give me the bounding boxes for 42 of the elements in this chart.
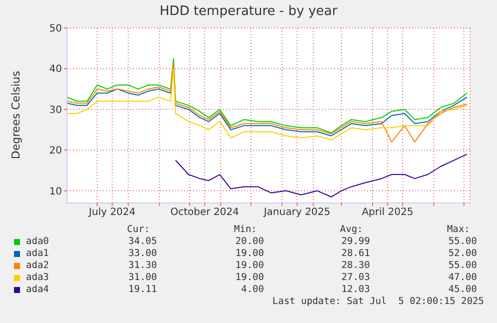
- legend-label: ada1: [26, 248, 49, 259]
- legend-label: ada2: [26, 260, 49, 271]
- text: 34.05: [127, 236, 157, 247]
- text: 29.99: [340, 236, 370, 247]
- text: 31.00: [127, 272, 157, 283]
- text: 20.00: [234, 236, 264, 247]
- y-tick-label: 30: [49, 104, 62, 116]
- legend-label: ada3: [26, 272, 49, 283]
- y-tick-label: 50: [49, 24, 62, 35]
- line-series: [175, 154, 468, 198]
- text: 12.03: [340, 284, 370, 295]
- text: 19.00: [234, 260, 264, 271]
- text: Avg:: [340, 224, 363, 235]
- x-tick-label: July 2024: [88, 207, 136, 218]
- text: 55.00: [447, 260, 477, 271]
- text: 52.00: [447, 248, 477, 259]
- chart-title: HDD temperature - by year: [158, 4, 338, 19]
- text: 28.61: [340, 248, 370, 259]
- x-tick-label: January 2025: [262, 207, 330, 218]
- y-tick-label: 20: [49, 146, 62, 157]
- text: 19.11: [127, 284, 157, 295]
- x-tick-label: October 2024: [170, 207, 240, 218]
- text: 31.30: [127, 260, 157, 271]
- text: 33.00: [127, 248, 157, 259]
- text: 28.30: [340, 260, 370, 271]
- legend-label: ada4: [26, 284, 49, 295]
- y-tick-label: 40: [49, 64, 62, 76]
- text: Min:: [234, 224, 257, 235]
- text: 19.00: [234, 248, 264, 259]
- text: 55.00: [447, 236, 477, 247]
- legend-label: ada0: [26, 236, 49, 247]
- text: Last update: Sat Jul 5 02:00:15 2025: [272, 296, 484, 307]
- x-tick-label: April 2025: [362, 207, 414, 218]
- text: 19.00: [234, 272, 264, 283]
- y-axis-title: Degrees Celsius: [10, 70, 22, 160]
- text: Cur:: [127, 224, 150, 235]
- y-tick-label: 10: [49, 186, 62, 198]
- text: Max:: [447, 224, 470, 235]
- text: 27.03: [340, 272, 370, 283]
- text: 4.00: [240, 284, 264, 295]
- text: 47.00: [447, 272, 477, 283]
- text: 45.00: [447, 284, 477, 295]
